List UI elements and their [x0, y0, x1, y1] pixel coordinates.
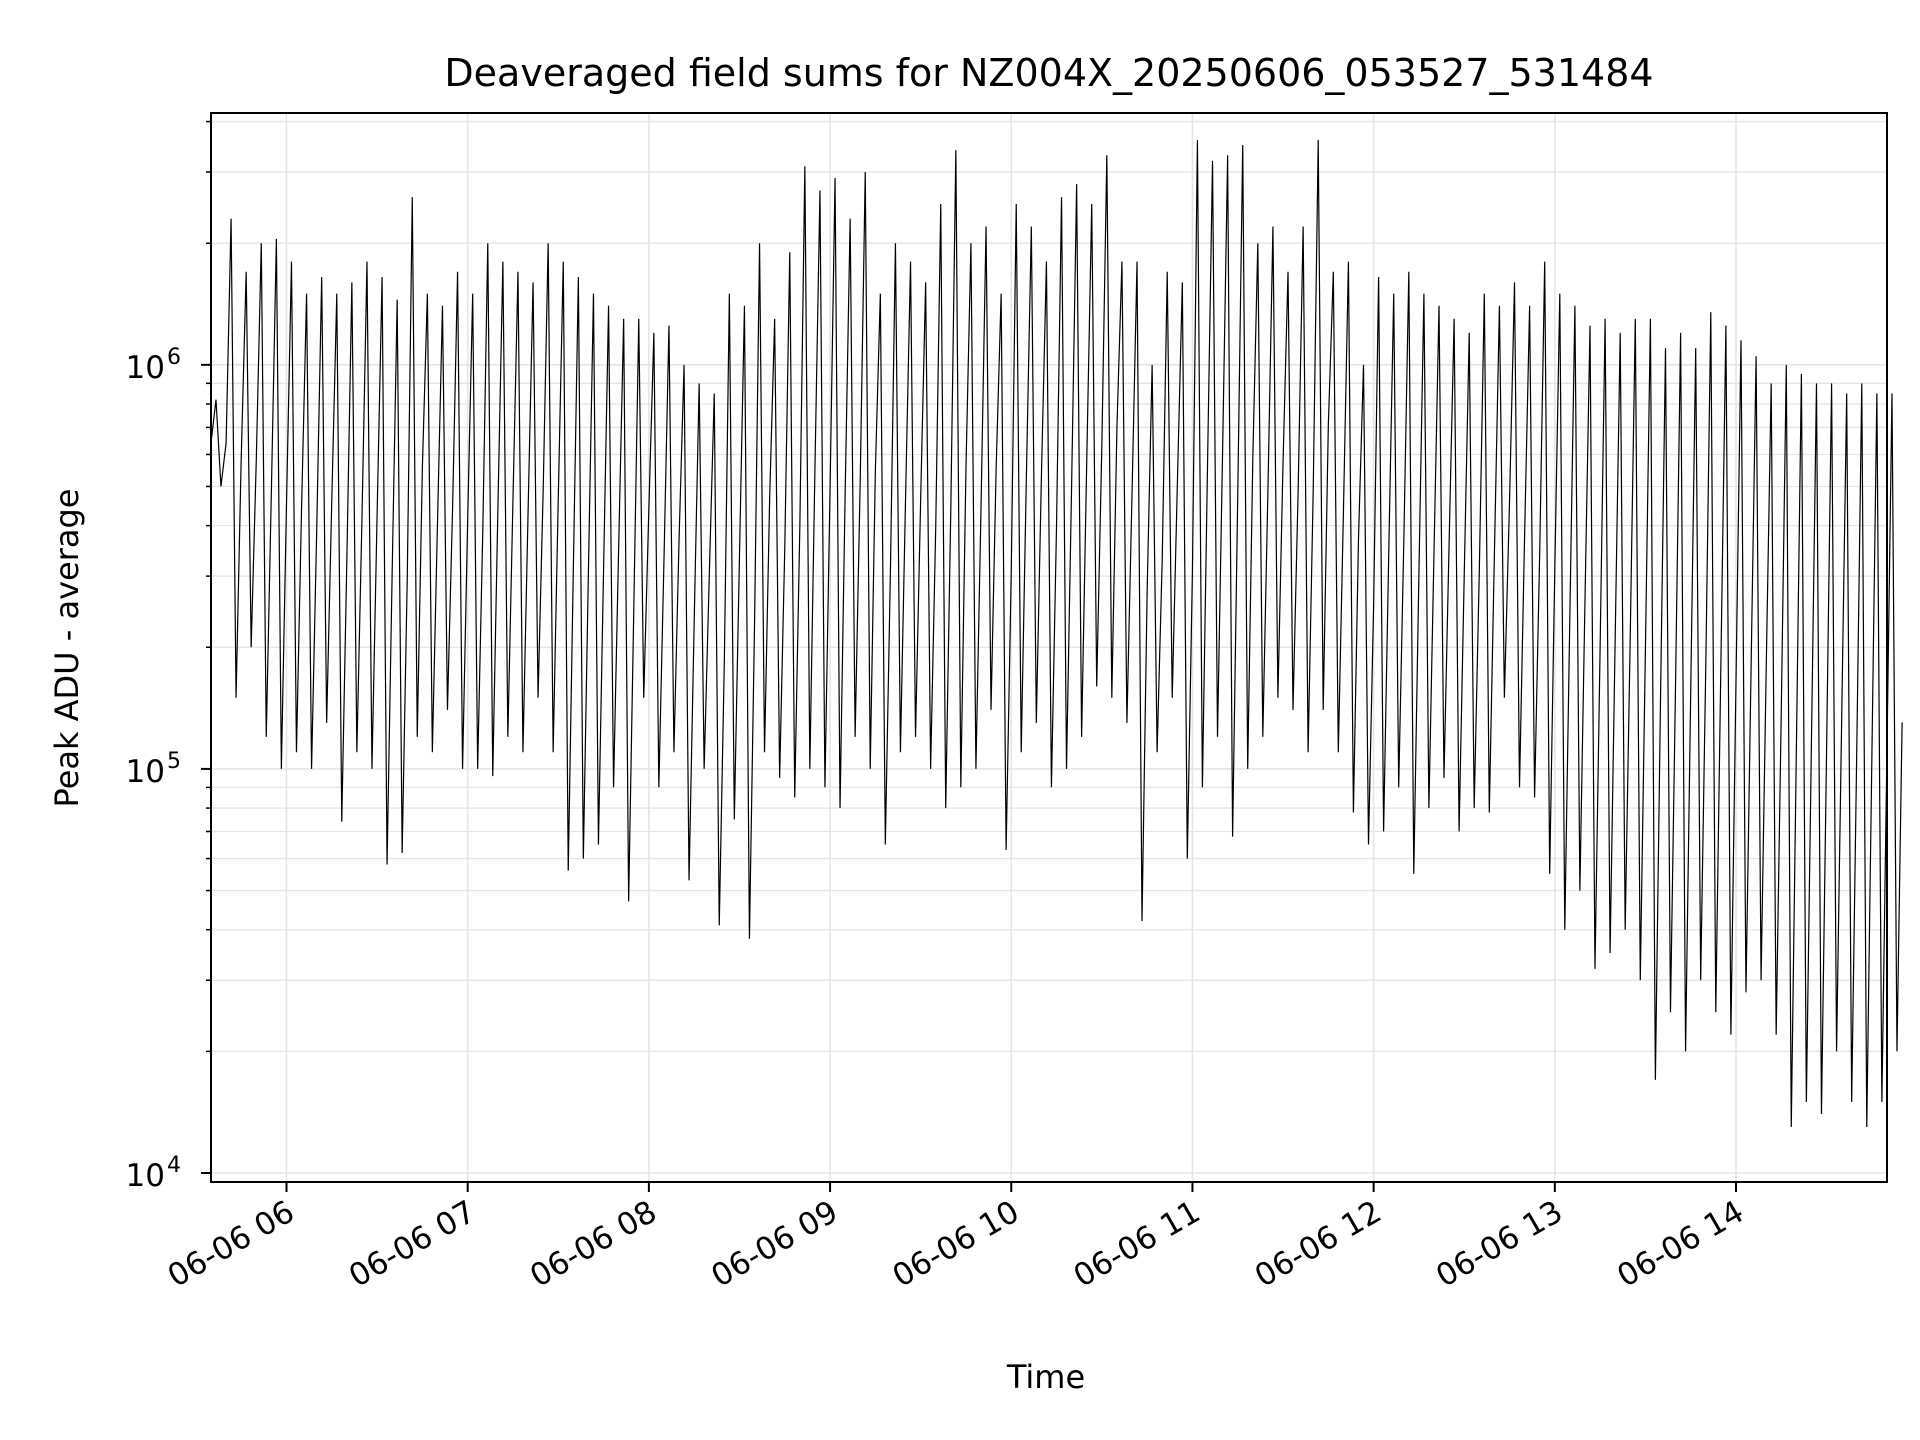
y-tick-label: 10: [126, 754, 165, 790]
chart-title: Deaveraged field sums for NZ004X_2025060…: [444, 51, 1653, 95]
y-tick-label: 10: [126, 1158, 165, 1194]
series-line: [210, 140, 1903, 1127]
y-axis-label: Peak ADU - average: [48, 489, 86, 808]
x-axis-label: Time: [1006, 1358, 1085, 1396]
y-tick-exponent: 6: [167, 345, 181, 370]
data-series: [210, 140, 1903, 1127]
y-tick-exponent: 4: [167, 1153, 181, 1178]
y-tick-label: 10: [126, 350, 165, 386]
y-tick-exponent: 5: [167, 749, 181, 774]
